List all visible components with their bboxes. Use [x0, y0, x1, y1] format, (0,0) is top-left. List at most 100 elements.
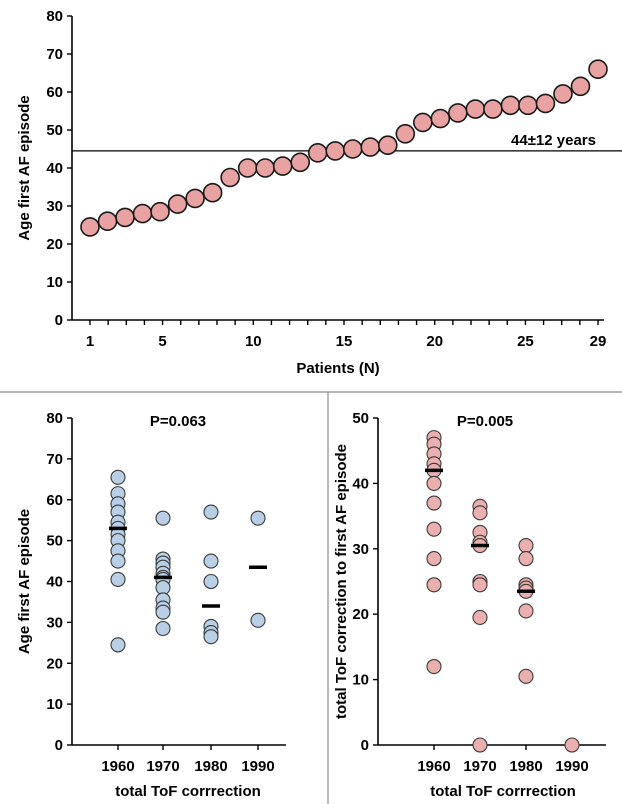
data-point [570, 76, 591, 97]
y-tick-label: 0 [55, 312, 63, 329]
data-point [250, 510, 266, 526]
data-point [377, 135, 398, 155]
data-point [155, 604, 171, 620]
y-tick-label: 0 [361, 737, 369, 754]
data-point [255, 158, 275, 178]
y-tick-label: 30 [352, 541, 369, 558]
x-tick-label: 1970 [146, 758, 179, 775]
y-tick-label: 40 [352, 475, 369, 492]
y-tick-label: 10 [46, 696, 63, 713]
panel-title: P=0.063 [150, 413, 206, 430]
data-point [272, 156, 293, 176]
data-point [115, 207, 135, 228]
data-point [237, 158, 258, 178]
x-tick-label: 20 [426, 333, 443, 350]
data-point [290, 152, 311, 173]
x-tick-label: 1960 [417, 758, 450, 775]
data-point [220, 167, 240, 188]
data-point [203, 629, 219, 645]
x-tick-label: 1990 [555, 758, 588, 775]
x-tick-label: 29 [590, 333, 607, 350]
y-tick-label: 60 [46, 492, 63, 509]
chart-bottom-right-interval-by-decade: 0 10 20 30 40 50 1960 1970 1980 1990 P=0.005 total … [333, 410, 606, 800]
data-point [250, 612, 266, 628]
y-tick-label: 30 [46, 198, 63, 215]
data-point [110, 571, 126, 588]
data-point [155, 510, 171, 526]
y-tick-label: 0 [55, 737, 63, 754]
y-tick-label: 20 [46, 655, 63, 672]
data-point [426, 577, 442, 593]
y-tick-label: 80 [46, 8, 63, 25]
data-point [110, 469, 126, 485]
data-point [203, 504, 219, 520]
data-point [97, 211, 118, 231]
data-point [426, 521, 442, 537]
x-axis-title: total ToF corrrection [430, 783, 576, 800]
data-point [155, 620, 171, 637]
x-tick-label: 1 [86, 333, 94, 350]
y-axis-title: total ToF correction to first AF episode [333, 444, 350, 719]
data-point [564, 737, 580, 753]
data-point [203, 553, 219, 569]
data-point [500, 95, 521, 116]
y-tick-label: 70 [46, 46, 63, 63]
y-tick-label: 20 [352, 606, 369, 623]
data-point [325, 141, 346, 161]
x-tick-label: 1990 [241, 758, 274, 775]
data-point [342, 139, 363, 159]
data-point [203, 573, 219, 590]
data-point [518, 95, 538, 116]
data-point [132, 203, 153, 224]
data-point [472, 737, 488, 753]
y-tick-label: 40 [46, 574, 63, 591]
x-tick-label: 5 [158, 333, 166, 350]
chart-bottom-left-age-by-decade: 0 10 20 30 40 50 60 70 80 1960 1970 1980 1990 P=0.063… [16, 410, 286, 800]
y-tick-label: 30 [46, 614, 63, 631]
data-point [426, 658, 442, 675]
data-point [518, 668, 534, 684]
data-point [426, 495, 442, 511]
data-point [80, 217, 100, 237]
y-axis-title: Age first AF episode [16, 95, 33, 240]
x-tick-label: 25 [517, 333, 534, 350]
y-axis-title: Age first AF episode [16, 509, 33, 654]
data-point [110, 553, 126, 569]
data-point [185, 188, 205, 209]
data-point [307, 143, 328, 163]
data-point [518, 537, 534, 554]
y-tick-label: 50 [352, 410, 369, 427]
y-tick-label: 60 [46, 84, 63, 101]
y-tick-label: 20 [46, 236, 63, 253]
y-tick-label: 50 [46, 533, 63, 550]
x-tick-label: 10 [245, 333, 262, 350]
x-axis-title: Patients (N) [296, 360, 379, 377]
data-point [202, 182, 223, 203]
data-point [483, 99, 503, 119]
x-tick-label: 1960 [101, 758, 134, 775]
data-point [472, 505, 488, 521]
y-tick-label: 40 [46, 160, 63, 177]
data-point [430, 108, 451, 129]
data-point [426, 551, 442, 567]
data-point [360, 137, 381, 157]
data-point [465, 99, 486, 119]
data-point [167, 194, 188, 214]
data-point [150, 201, 170, 222]
data-point [413, 112, 433, 133]
x-tick-label: 1980 [509, 758, 542, 775]
y-tick-label: 80 [46, 410, 63, 427]
data-point [518, 603, 534, 619]
data-point [535, 93, 556, 114]
y-tick-label: 70 [46, 451, 63, 468]
data-point [395, 124, 416, 144]
x-tick-label: 1970 [463, 758, 496, 775]
data-point [472, 577, 488, 593]
x-tick-label: 15 [336, 333, 353, 350]
y-tick-label: 50 [46, 122, 63, 139]
data-point [448, 103, 468, 123]
data-point [426, 475, 442, 491]
mean-annotation: 44±12 years [511, 132, 596, 149]
